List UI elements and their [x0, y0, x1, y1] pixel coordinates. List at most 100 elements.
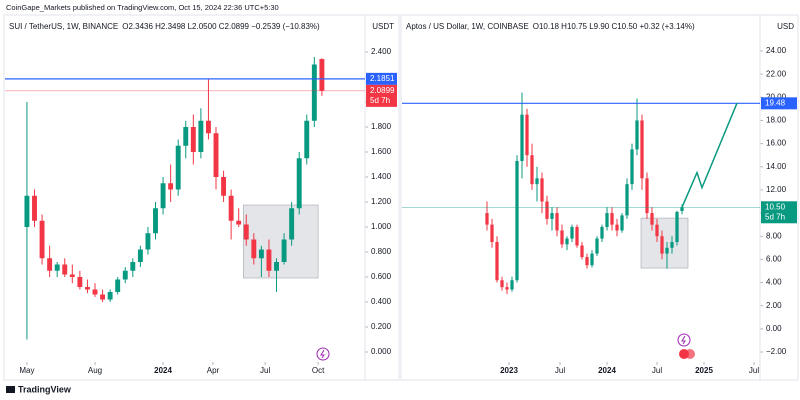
candle-body	[168, 183, 174, 190]
candle-body	[520, 114, 524, 161]
y-tick-label: 4.00	[766, 278, 782, 287]
y-tick-label: 24.00	[766, 46, 787, 55]
candle-body	[243, 224, 249, 240]
candle-body	[500, 280, 504, 288]
candle-body	[107, 292, 113, 300]
y-tick-label: 14.00	[766, 162, 787, 171]
candle-body	[660, 236, 664, 254]
candle-body	[32, 195, 37, 221]
right-panel	[400, 14, 799, 381]
candle-body	[615, 224, 619, 231]
logo-mark	[6, 386, 15, 393]
candle-body	[236, 220, 242, 225]
currency-label: USD	[777, 22, 794, 31]
candle-body	[39, 220, 45, 259]
candle-body	[137, 249, 143, 262]
candle-body	[266, 249, 272, 271]
y-tick-label: 16.00	[766, 139, 787, 148]
candle-body	[600, 226, 604, 239]
icon-circle	[316, 347, 330, 361]
candle-body	[560, 230, 564, 245]
left-panel	[3, 14, 400, 381]
candle-body	[100, 294, 106, 300]
y-tick-label: 8.00	[766, 231, 782, 240]
y-tick-label: 1.400	[371, 172, 392, 181]
icon-bolt	[681, 335, 686, 345]
x-tick-label: 2024	[154, 366, 172, 375]
candle-body	[670, 242, 674, 248]
candle-body	[274, 262, 279, 271]
candle-body	[175, 145, 181, 190]
projection-line	[681, 102, 738, 208]
candle-body	[565, 238, 569, 245]
tradingview-logo: TradingView	[6, 384, 72, 394]
candle-body	[213, 133, 219, 177]
x-tick-label: Jul	[260, 366, 270, 375]
candle-body	[510, 280, 514, 290]
candle-body	[605, 213, 609, 227]
level-label: 19.48	[765, 98, 786, 107]
candle-body	[515, 160, 519, 281]
candle-body	[311, 64, 317, 121]
y-tick-label: 1.600	[371, 147, 392, 156]
footer-brand: TradingView	[18, 384, 72, 394]
candle-body	[530, 155, 534, 185]
candle-body	[665, 247, 669, 254]
icon-circle	[677, 333, 691, 347]
candle-body	[77, 277, 83, 287]
publish-header: CoinGape_Markets published on TradingVie…	[6, 3, 279, 12]
candle-body	[54, 264, 60, 271]
y-tick-label: 2.400	[371, 47, 392, 56]
candle-body	[183, 127, 189, 146]
y-tick-label: 0.00	[766, 324, 782, 333]
candle-body	[153, 208, 158, 234]
candle-body	[221, 177, 227, 196]
candle-body	[289, 208, 295, 240]
candle-body	[675, 211, 679, 243]
y-tick-label: 0.800	[371, 247, 392, 256]
y-tick-label: 22.00	[766, 69, 787, 78]
candle-body	[205, 120, 211, 134]
level-tag	[761, 97, 797, 110]
candle-body	[198, 120, 204, 152]
x-tick-label: Jul	[555, 366, 565, 375]
plot-area	[24, 57, 325, 340]
y-tick-label: 0.400	[371, 297, 392, 306]
level-label: 2.1851	[370, 74, 395, 83]
candle-body	[69, 274, 75, 277]
range-box	[640, 217, 689, 269]
candle-body	[680, 207, 684, 211]
candle-body	[62, 264, 68, 275]
y-tick-label: 0.600	[371, 272, 392, 281]
candle-body	[570, 226, 574, 239]
candle-body	[304, 120, 310, 159]
y-tick-label: 0.000	[371, 347, 392, 356]
x-tick-label: Jul	[749, 366, 759, 375]
y-tick-label: 12.00	[766, 185, 787, 194]
price-label: 2.0899	[370, 86, 395, 95]
candle-body	[525, 114, 529, 156]
candle-body	[24, 195, 30, 227]
icon-bolt	[320, 349, 325, 359]
x-tick-label: Oct	[312, 366, 325, 375]
y-tick-label: 0.200	[371, 322, 392, 331]
candle-body	[655, 224, 659, 237]
candle-body	[645, 178, 649, 214]
candle-body	[485, 213, 489, 225]
y-tick-label: 6.00	[766, 254, 782, 263]
candle-body	[585, 257, 589, 266]
candle-body	[555, 213, 559, 231]
candle-body	[495, 242, 499, 281]
ohlc-legend: O10.18 H10.75 L9.90 C10.50 +0.32 (+3.14%…	[533, 22, 695, 31]
countdown-label: 5d 7h	[370, 96, 390, 105]
candle-body	[84, 287, 90, 290]
candle-body	[47, 258, 53, 271]
candle-body	[505, 287, 509, 290]
candle-body	[550, 213, 554, 219]
price-tag	[366, 84, 397, 107]
lightning-icon	[677, 333, 695, 359]
y-tick-label: 18.00	[766, 116, 787, 125]
currency-label: USDT	[372, 22, 394, 31]
